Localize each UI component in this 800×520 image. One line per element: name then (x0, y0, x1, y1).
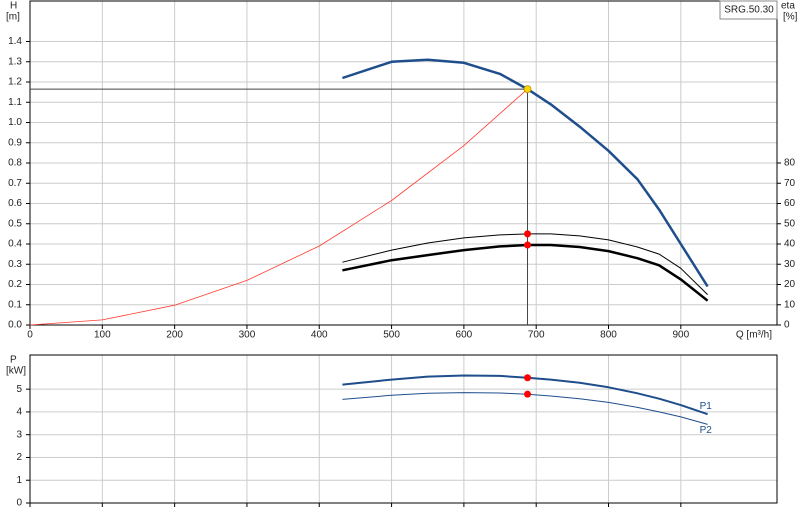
y-axis-unit: [m] (6, 12, 20, 23)
y2-axis-unit: [%] (783, 12, 798, 23)
line (29, 88, 528, 326)
y-axis-unit: [kW] (6, 366, 26, 377)
x-tick-label: 500 (383, 330, 400, 341)
x-tick-label: 600 (456, 330, 473, 341)
operating-point (524, 374, 532, 382)
line (342, 233, 708, 295)
y2-tick-label: 10 (784, 299, 796, 310)
y-tick-label: 1 (16, 475, 22, 486)
y-tick-label: 0.4 (8, 239, 22, 250)
y2-tick-label: 20 (784, 279, 796, 290)
series-label: P1 (700, 401, 713, 412)
y2-axis-label: eta (781, 1, 795, 12)
y2-tick-label: 80 (784, 158, 796, 169)
x-tick-label: 900 (672, 330, 689, 341)
line (342, 392, 708, 425)
plot-frame (29, 0, 778, 326)
line (342, 243, 709, 302)
x-axis-label: Q [m³/h] (736, 330, 772, 341)
y2-tick-label: 0 (784, 320, 790, 331)
y-tick-label: 0.3 (8, 259, 22, 270)
y-tick-label: 0.5 (8, 218, 22, 229)
y-tick-label: 4 (16, 407, 22, 418)
line (342, 374, 708, 416)
x-tick-label: 100 (94, 330, 111, 341)
y2-tick-label: 30 (784, 259, 796, 270)
y-tick-label: 1.1 (8, 97, 22, 108)
y-axis-label: P (10, 355, 17, 366)
y2-tick-label: 40 (784, 239, 796, 250)
operating-point (524, 241, 532, 249)
y-tick-label: 0.8 (8, 158, 22, 169)
annotation-box (719, 0, 778, 20)
operating-point (523, 85, 532, 93)
y-tick-label: 1.3 (8, 56, 22, 67)
y-tick-label: 1.2 (8, 77, 22, 88)
y-tick-label: 1.4 (8, 36, 22, 47)
y-tick-label: 3 (16, 429, 22, 440)
y-tick-label: 0.2 (8, 279, 22, 290)
annotation: SRG.50.30 (724, 5, 774, 16)
x-tick-label: 200 (166, 330, 183, 341)
y-tick-label: 0 (16, 498, 22, 509)
operating-point (524, 390, 532, 398)
y-axis-label: H (10, 1, 17, 12)
y-tick-label: 2 (16, 452, 22, 463)
y-tick-label: 1.0 (8, 117, 22, 128)
y-tick-label: 0.0 (8, 320, 22, 331)
plot-frame (29, 354, 778, 504)
x-tick-label: 400 (311, 330, 328, 341)
y2-tick-label: 60 (784, 198, 796, 209)
x-tick-label: 300 (239, 330, 256, 341)
operating-point (524, 230, 532, 238)
x-tick-label: 700 (528, 330, 545, 341)
x-tick-label: 800 (600, 330, 617, 341)
y-tick-label: 0.1 (8, 299, 22, 310)
y2-tick-label: 70 (784, 178, 796, 189)
y-tick-label: 0.9 (8, 137, 22, 148)
y2-tick-label: 50 (784, 218, 796, 229)
x-tick-label: 0 (27, 330, 33, 341)
series-label: P2 (700, 425, 713, 436)
y-tick-label: 5 (16, 384, 22, 395)
y-tick-label: 0.6 (8, 198, 22, 209)
line (342, 58, 709, 288)
y-tick-label: 0.7 (8, 178, 22, 189)
